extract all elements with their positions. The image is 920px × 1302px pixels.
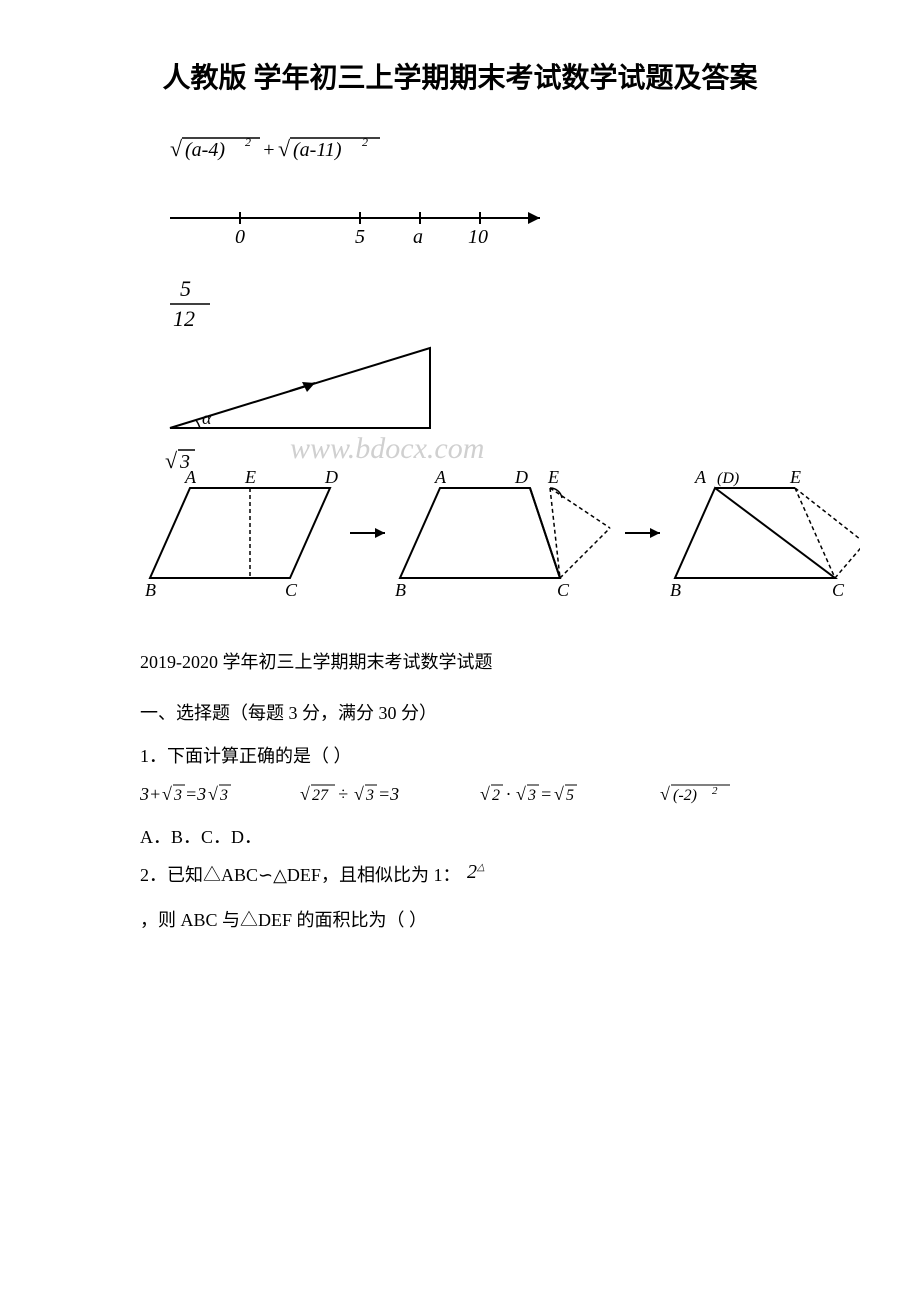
svg-text:=3: =3 <box>378 784 399 804</box>
math-diagrams: √ (a-4) 2 + √ (a-11) 2 0 5 a <box>140 128 860 628</box>
svg-text:0: 0 <box>235 226 245 248</box>
question-1-options: 3+√3=3√3 √27÷√3=3 √2·√3=√5 √(-2)2 <box>140 782 860 813</box>
svg-text:3+: 3+ <box>140 784 161 804</box>
svg-text:√: √ <box>554 784 564 804</box>
svg-text:+: + <box>262 139 276 161</box>
svg-text:(a-4): (a-4) <box>185 139 225 161</box>
svg-text:E: E <box>244 467 256 487</box>
question-1-text: 1．下面计算正确的是（ ） <box>140 740 860 772</box>
svg-text:(a-11): (a-11) <box>293 139 342 161</box>
watermark-text: www.bdocx.com <box>290 432 484 465</box>
svg-text:√: √ <box>660 784 670 804</box>
question-1-letters: A．B．C．D． <box>140 823 860 849</box>
q2-expr: 2△ <box>465 860 495 894</box>
fraction-5-12: 5 12 <box>170 276 210 331</box>
svg-text:√: √ <box>516 784 526 804</box>
sqrt-expression: √ (a-4) 2 + √ (a-11) 2 <box>170 135 380 161</box>
svg-text:5: 5 <box>355 226 365 248</box>
svg-text:√: √ <box>170 136 183 161</box>
svg-text:√: √ <box>354 784 364 804</box>
q1-option-a: 3+√3=3√3 <box>140 782 250 813</box>
page-title: 人教版 学年初三上学期期末考试数学试题及答案 <box>60 59 860 98</box>
svg-text:√: √ <box>208 784 218 804</box>
svg-text:√: √ <box>480 784 490 804</box>
svg-text:3: 3 <box>219 787 228 804</box>
svg-text:10: 10 <box>468 226 488 248</box>
svg-text:E: E <box>789 467 801 487</box>
svg-text:=3: =3 <box>185 784 206 804</box>
number-line: 0 5 a 10 <box>170 212 540 248</box>
svg-text:2: 2 <box>492 787 500 804</box>
svg-text:B: B <box>670 580 681 600</box>
svg-text:·: · <box>506 784 511 804</box>
exam-subtitle: 2019-2020 学年初三上学期期末考试数学试题 <box>140 648 860 674</box>
svg-text:5: 5 <box>180 276 191 301</box>
svg-text:√: √ <box>165 448 178 473</box>
parallelogram-sequence: A E D B C <box>145 467 860 600</box>
right-triangle: α <box>170 348 430 428</box>
svg-text:2: 2 <box>712 785 718 797</box>
svg-text:α: α <box>202 408 212 428</box>
svg-text:3: 3 <box>527 787 536 804</box>
section-1-header: 一、选择题（每题 3 分，满分 30 分） <box>140 699 860 725</box>
svg-text:E: E <box>547 467 559 487</box>
svg-text:a: a <box>413 226 423 248</box>
svg-text:3: 3 <box>365 787 374 804</box>
svg-text:B: B <box>145 580 156 600</box>
svg-text:A: A <box>184 467 197 487</box>
svg-text:C: C <box>832 580 845 600</box>
svg-text:√: √ <box>278 136 291 161</box>
q2-text-pre: 2．已知△ABC∽△DEF，且相似比为 1： <box>140 865 460 885</box>
svg-text:D: D <box>514 467 528 487</box>
svg-text:C: C <box>557 580 570 600</box>
svg-text:B: B <box>395 580 406 600</box>
svg-text:√: √ <box>300 784 310 804</box>
svg-text:√: √ <box>162 784 172 804</box>
svg-text:3: 3 <box>173 787 182 804</box>
question-2-line1: 2．已知△ABC∽△DEF，且相似比为 1： 2△ <box>140 859 860 894</box>
q1-option-d: √(-2) 2 <box>660 782 750 813</box>
svg-text:△: △ <box>476 862 485 873</box>
svg-text:A: A <box>694 467 707 487</box>
svg-text:=: = <box>540 784 552 804</box>
svg-text:C: C <box>285 580 298 600</box>
svg-text:2: 2 <box>245 135 251 149</box>
question-2-line2: ，则 ABC 与△DEF 的面积比为（ ） <box>140 904 860 936</box>
svg-text:(-2): (-2) <box>673 787 697 804</box>
svg-text:5: 5 <box>566 787 574 804</box>
svg-text:27: 27 <box>312 787 329 804</box>
svg-text:12: 12 <box>173 306 195 331</box>
q1-option-b: √27÷√3=3 <box>300 782 430 813</box>
svg-text:(D): (D) <box>717 470 739 487</box>
svg-text:D: D <box>324 467 338 487</box>
svg-text:2: 2 <box>362 135 368 149</box>
diagram-block: √ (a-4) 2 + √ (a-11) 2 0 5 a <box>140 128 860 628</box>
svg-text:÷: ÷ <box>338 784 348 804</box>
q1-option-c: √2·√3=√5 <box>480 782 610 813</box>
svg-text:2: 2 <box>467 861 477 883</box>
svg-text:A: A <box>434 467 447 487</box>
